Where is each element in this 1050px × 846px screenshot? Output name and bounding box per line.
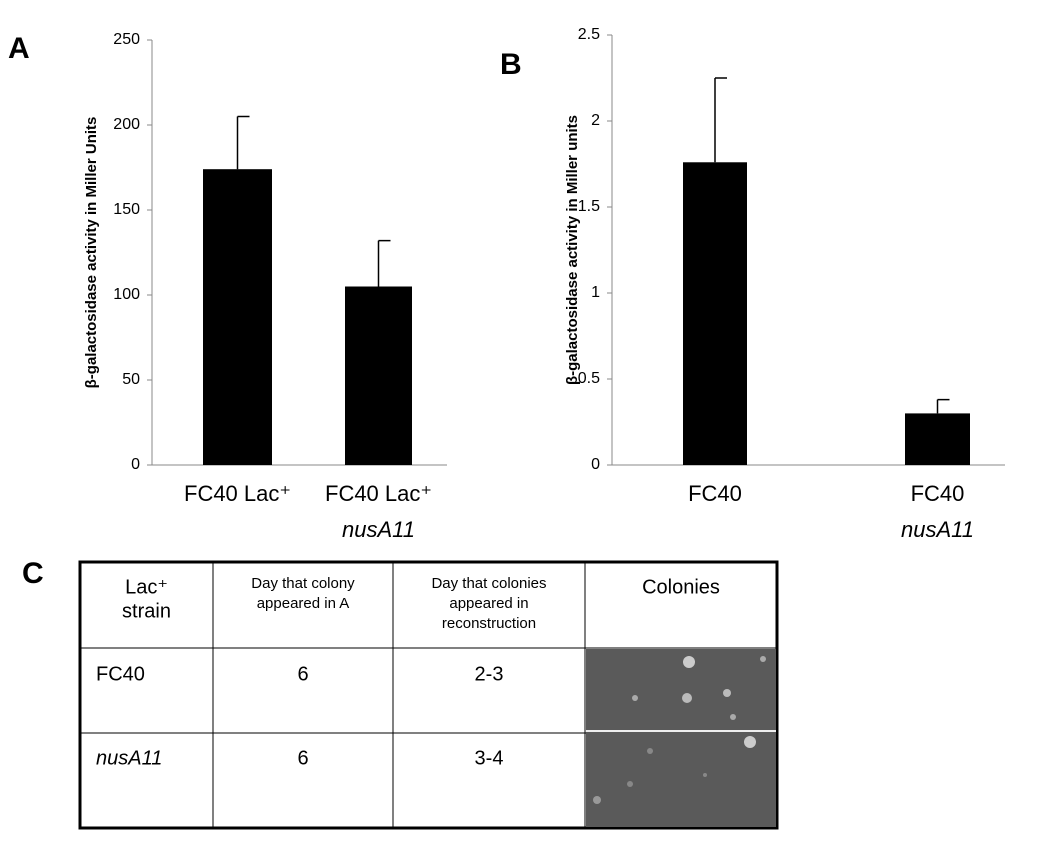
panel-label: B [500,48,522,81]
table-border [78,560,779,830]
error-bar [936,398,950,414]
x-tick-label: FC40 [911,481,965,506]
table-cell: FC40 [96,663,145,685]
y-tick-label: 2 [591,112,600,129]
x-tick-label: FC40 [688,481,742,506]
y-axis-label: β-galactosidase activity in Miller units [564,115,581,385]
table-cell: 3-4 [475,747,504,769]
bar [345,286,412,465]
table-header: Day that colonies [431,575,546,592]
colony-image [586,649,776,827]
y-tick-label: 100 [113,286,140,303]
y-tick-label: 1.5 [578,198,600,215]
table-header: Colonies [642,576,720,598]
y-tick-label: 150 [113,201,140,218]
table-header: appeared in A [257,595,350,612]
table-cell: 2-3 [475,663,504,685]
y-tick-label: 50 [122,371,140,388]
y-tick-label: 200 [113,116,140,133]
table-header: Lac⁺ [125,576,168,598]
table-header: strain [122,600,171,622]
y-tick-label: 0.5 [578,370,600,387]
error-bar [236,115,250,170]
x-tick-label: nusA11 [342,517,415,542]
table-cell: 6 [297,663,308,685]
y-tick-label: 1 [591,284,600,301]
table-cell: 6 [297,747,308,769]
y-axis-label: β-galactosidase activity in Miller Units [83,117,100,389]
y-tick-label: 250 [113,31,140,48]
bar [203,169,272,465]
table-header: Day that colony [251,575,355,592]
table [78,560,779,830]
panel-label: A [8,32,30,65]
panel-label: C [22,557,44,590]
y-tick-label: 0 [131,456,140,473]
error-bar [714,77,727,163]
y-tick-label: 2.5 [578,26,600,43]
table-header: appeared in [449,595,528,612]
y-tick-label: 0 [591,456,600,473]
bar [905,413,970,465]
table-cell: nusA11 [96,747,162,769]
error-bar [377,239,391,287]
table-header: reconstruction [442,615,536,632]
x-tick-label: FC40 Lac⁺ [325,481,432,506]
bar [683,162,747,465]
x-tick-label: nusA11 [901,517,974,542]
x-tick-label: FC40 Lac⁺ [184,481,291,506]
